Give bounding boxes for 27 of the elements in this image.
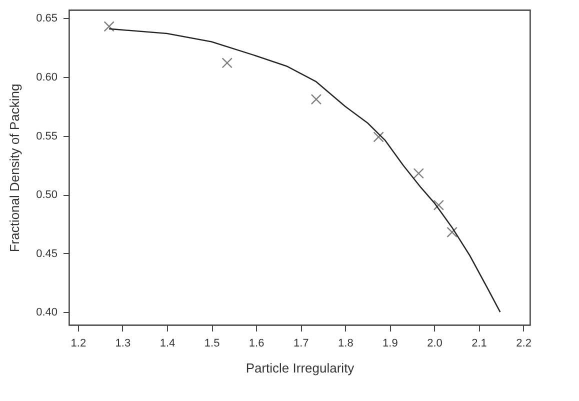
x-tick-label: 1.8 — [338, 338, 354, 350]
x-tick-label: 1.4 — [160, 338, 176, 350]
x-tick-label: 1.5 — [204, 338, 220, 350]
point — [433, 200, 444, 210]
x-tick-label: 2.0 — [427, 338, 442, 350]
point — [373, 132, 384, 142]
x-tick-label: 1.2 — [70, 338, 86, 350]
x-tick-label: 2.1 — [472, 338, 487, 350]
point — [446, 226, 458, 238]
y-tick-label: 0.45 — [36, 248, 58, 260]
y-tick-label: 0.55 — [36, 130, 58, 142]
point — [413, 168, 424, 179]
y-tick-label: 0.50 — [36, 189, 58, 202]
x-tick-label: 1.6 — [248, 338, 264, 350]
y-tick-label: 0.40 — [36, 306, 58, 319]
line-series — [108, 28, 501, 313]
x-tick-label: 1.7 — [293, 338, 309, 350]
x-tick-label: 1.9 — [382, 338, 398, 350]
point — [104, 21, 114, 32]
x-tick-label: 1.3 — [115, 338, 131, 350]
y-tick-label: 0.60 — [36, 71, 58, 84]
point — [310, 94, 322, 105]
x-axis-title: Particle Irregularity — [246, 360, 355, 376]
x-tick-label: 2.2 — [516, 338, 532, 350]
point — [222, 58, 232, 68]
y-tick-label: 0.65 — [36, 12, 58, 25]
y-axis-title: Fractional Density of Packing — [7, 84, 22, 252]
